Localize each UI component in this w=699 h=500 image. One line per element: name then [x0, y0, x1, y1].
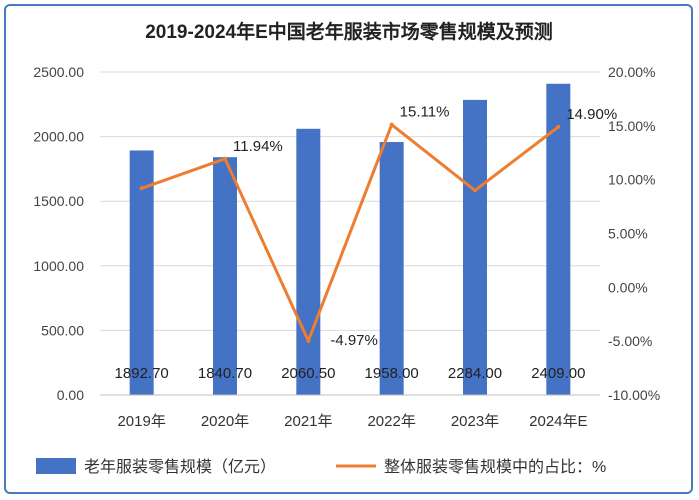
x-tick-label: 2019年: [117, 413, 165, 430]
left-tick-label: 1000.00: [33, 258, 84, 274]
line-point: [139, 186, 144, 191]
legend-bar-label: 老年服装零售规模（亿元）: [84, 458, 276, 476]
line-series: [139, 122, 561, 343]
bar: [463, 99, 487, 396]
line-value-label: 11.94%: [233, 138, 283, 155]
left-tick-label: 2500.00: [33, 64, 84, 80]
chart-title: 2019-2024年E中国老年服装市场零售规模及预测: [145, 20, 553, 43]
line-value-label: 14.90%: [566, 106, 617, 123]
left-axis: 0.00 500.00 1000.00 1500.00 2000.00 2500.00: [33, 64, 84, 403]
x-axis: 2019年 2020年 2021年 2022年 2023年 2024年E: [100, 394, 600, 430]
right-axis: -10.00% -5.00% 0.00% 5.00% 10.00% 15.00% 20.00…: [608, 64, 660, 403]
right-tick-label: -5.00%: [608, 333, 652, 349]
bar-value-label: 2284.00: [448, 365, 502, 382]
line-point: [473, 188, 477, 193]
x-tick-label: 2024年E: [529, 413, 587, 430]
right-tick-label: 15.00%: [608, 118, 655, 134]
x-tick-label: 2021年: [284, 413, 332, 430]
line-point: [389, 122, 394, 127]
line-point: [223, 156, 227, 161]
bar-value-label: 2409.00: [531, 365, 585, 382]
bar-series: [129, 83, 571, 396]
chart-frame: [4, 4, 693, 494]
right-tick-label: 5.00%: [608, 226, 648, 242]
legend: 老年服装零售规模（亿元） 整体服装零售规模中的占比：%: [36, 458, 606, 476]
bar: [546, 83, 571, 395]
bar: [296, 128, 321, 396]
x-tick-label: 2020年: [201, 413, 249, 430]
line-value-label: -4.97%: [330, 332, 378, 349]
bar-value-label: 2060.50: [281, 365, 335, 382]
right-tick-label: 20.00%: [608, 64, 655, 80]
legend-bar-swatch: [36, 458, 76, 474]
bar: [129, 150, 154, 395]
line-point: [306, 338, 311, 343]
data-labels: 1892.70 1840.70 2060.50 1958.00 2284.00 2409.…: [115, 104, 618, 382]
left-tick-label: 0.00: [57, 387, 84, 403]
x-tick-label: 2022年: [367, 413, 415, 430]
series-line: [141, 123, 560, 343]
x-tick-label: 2023年: [451, 413, 499, 430]
bar-value-label: 1958.00: [365, 365, 419, 382]
bar-value-label: 1840.70: [198, 365, 252, 382]
right-tick-label: 0.00%: [608, 279, 648, 295]
right-tick-label: -10.00%: [608, 387, 660, 403]
bar: [379, 142, 404, 395]
left-tick-label: 500.00: [41, 322, 84, 338]
line-point: [556, 124, 561, 129]
right-tick-label: 10.00%: [608, 172, 655, 188]
left-tick-label: 1500.00: [33, 193, 84, 209]
bar-value-label: 1892.70: [115, 365, 169, 382]
line-value-label: 15.11%: [400, 104, 450, 121]
left-tick-label: 2000.00: [33, 129, 84, 145]
legend-line-label: 整体服装零售规模中的占比：%: [384, 458, 606, 476]
bar: [213, 157, 237, 395]
